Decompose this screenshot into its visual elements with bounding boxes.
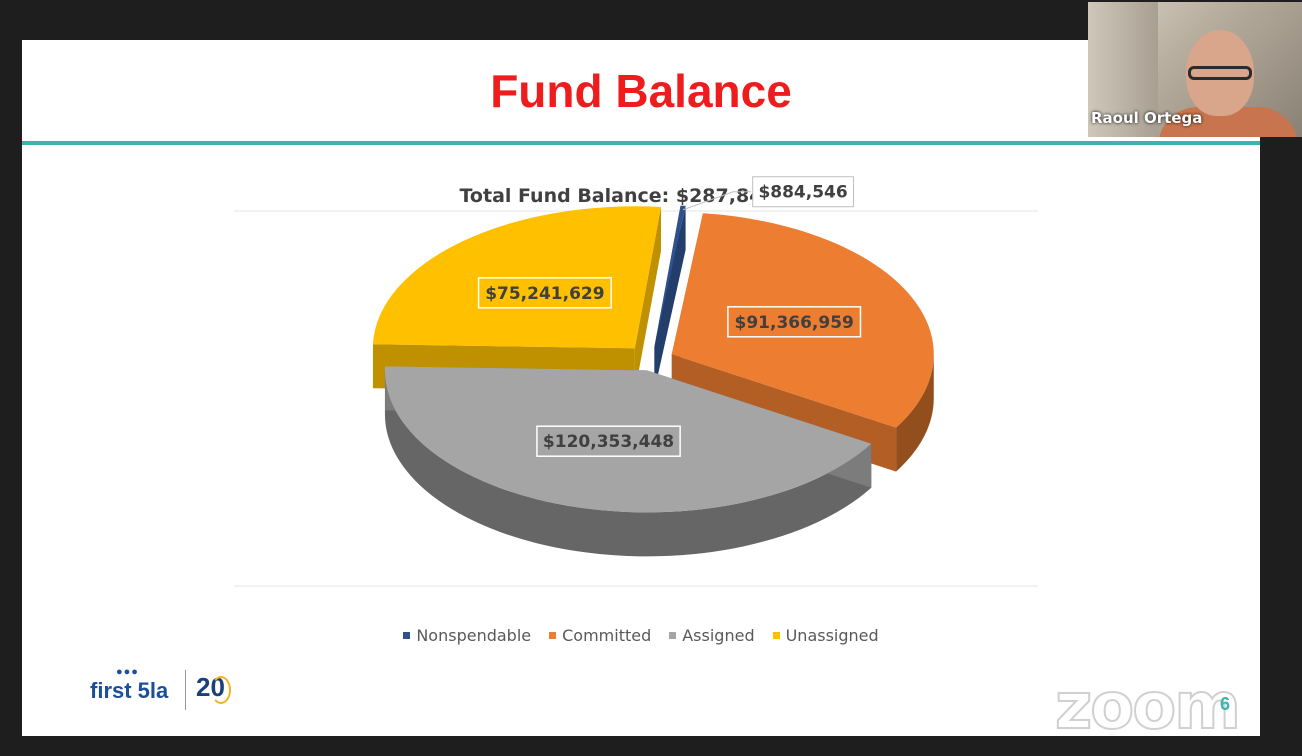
pie-slice-wall-nonspendable-1 [654,205,686,391]
data-label-box-nonspendable [752,176,854,208]
pie-chart: $884,546 $91,366,959 $120,353,448 $75,241,6… [234,176,1038,587]
page-number: 6 [1220,694,1231,714]
legend-label-nonspendable: Nonspendable [416,626,532,645]
legend-label-committed: Committed [562,626,652,645]
pie-slice-side-committed [896,354,934,472]
data-label-nonspendable: $884,546 [758,183,847,203]
legend-swatch-nonspendable [403,632,411,639]
chart-title: Total Fund Balance: $287,846,582 [459,185,823,207]
legend-label-unassigned: Unassigned [785,626,879,645]
glasses-icon [1188,66,1252,80]
data-label-box-committed [727,306,862,338]
video-background [1088,2,1158,137]
slide-title: Fund Balance [490,65,792,117]
logo-divider [185,670,186,710]
legend-swatch-assigned [669,632,677,639]
chart-legend: Nonspendable Committed Assigned Unassigned [22,626,1260,645]
logo-dots-icon: ●●● [116,666,139,678]
participant-head [1186,30,1254,116]
data-label-unassigned: $75,241,629 [485,284,604,304]
participant-video[interactable]: Raoul Ortega [1088,2,1302,137]
legend-item-unassigned: Unassigned [772,626,879,645]
slide: Fund Balance Total Fund Balance: $287,84… [22,40,1260,745]
pie-slice-assigned [384,366,872,513]
legend-swatch-unassigned [772,632,780,639]
first5la-logo: ●●● first 5la [90,666,180,712]
zoom-watermark: zoom [1054,669,1242,745]
pie-slice-nonspendable [654,205,686,347]
legend-swatch-committed [549,632,557,639]
legend-label-assigned: Assigned [682,626,755,645]
legend-item-assigned: Assigned [669,626,755,645]
pie-slice-side-assigned [384,370,872,557]
title-divider [22,141,1260,145]
pie-slice-committed [671,213,934,428]
data-label-assigned: $120,353,448 [543,432,674,452]
pie-slice-wall-unassigned-1 [634,206,661,393]
legend-item-committed: Committed [549,626,651,645]
leader-line-nonspendable [682,191,752,211]
legend-item-nonspendable: Nonspendable [403,626,531,645]
logo-text: first 5la [90,678,169,703]
data-label-committed: $91,366,959 [735,313,854,333]
participant-name: Raoul Ortega [1091,109,1203,127]
data-label-box-assigned [536,425,681,457]
anniversary-badge: 20 [196,672,231,704]
data-label-box-unassigned [477,277,612,309]
